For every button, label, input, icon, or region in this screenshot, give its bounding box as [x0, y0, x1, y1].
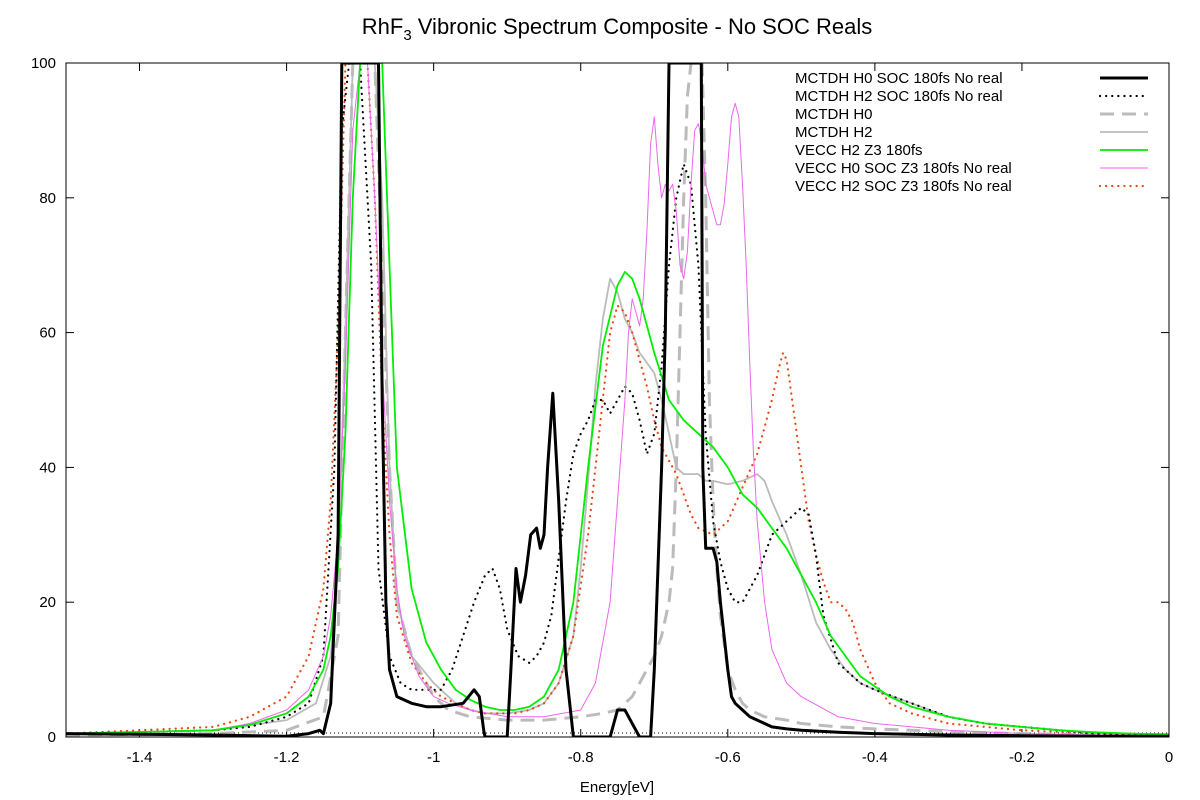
legend-label: MCTDH H2 SOC 180fs No real	[795, 88, 1003, 105]
x-tick-label: 0	[1165, 749, 1173, 766]
legend-label: MCTDH H0	[795, 106, 873, 123]
series-line	[66, 63, 1169, 736]
plot-frame	[65, 62, 1170, 738]
chart-title: RhF3 Vibronic Spectrum Composite - No SO…	[362, 14, 872, 44]
y-tick-label: 100	[31, 55, 56, 72]
x-tick-label: -0.2	[1009, 749, 1035, 766]
legend-label: MCTDH H0 SOC 180fs No real	[795, 70, 1003, 87]
y-tick-label: 40	[39, 459, 56, 476]
chart-title-subscript: 3	[403, 27, 411, 44]
axis-ticks: -1.4 -1.2 -1 -0.8 -0.6 -0.4 -0.2 0 0 20 40 60 80 100	[31, 55, 1173, 766]
x-tick-label: -0.8	[568, 749, 594, 766]
y-tick-label: 20	[39, 594, 56, 611]
legend-label: VECC H2 Z3 180fs	[795, 142, 923, 159]
y-tick-label: 0	[48, 729, 56, 746]
x-tick-label: -1.2	[274, 749, 300, 766]
series-line	[66, 63, 1169, 737]
series-group	[66, 63, 1169, 737]
series-line	[66, 63, 1169, 736]
legend-label: VECC H0 SOC Z3 180fs No real	[795, 160, 1012, 177]
y-tick-label: 60	[39, 325, 56, 342]
series-line	[66, 63, 1169, 737]
chart-title-rest: Vibronic Spectrum Composite - No SOC Rea…	[412, 14, 873, 39]
x-tick-label: -1	[427, 749, 440, 766]
legend-label: MCTDH H2	[795, 124, 873, 141]
x-axis-label: Energy[eV]	[580, 779, 654, 796]
legend-label: VECC H2 SOC Z3 180fs No real	[795, 178, 1012, 195]
x-tick-label: -1.4	[127, 749, 153, 766]
y-tick-label: 80	[39, 190, 56, 207]
series-line	[66, 63, 1169, 737]
series-line	[66, 63, 1169, 737]
x-tick-label: -0.4	[862, 749, 888, 766]
x-tick-label: -0.6	[715, 749, 741, 766]
